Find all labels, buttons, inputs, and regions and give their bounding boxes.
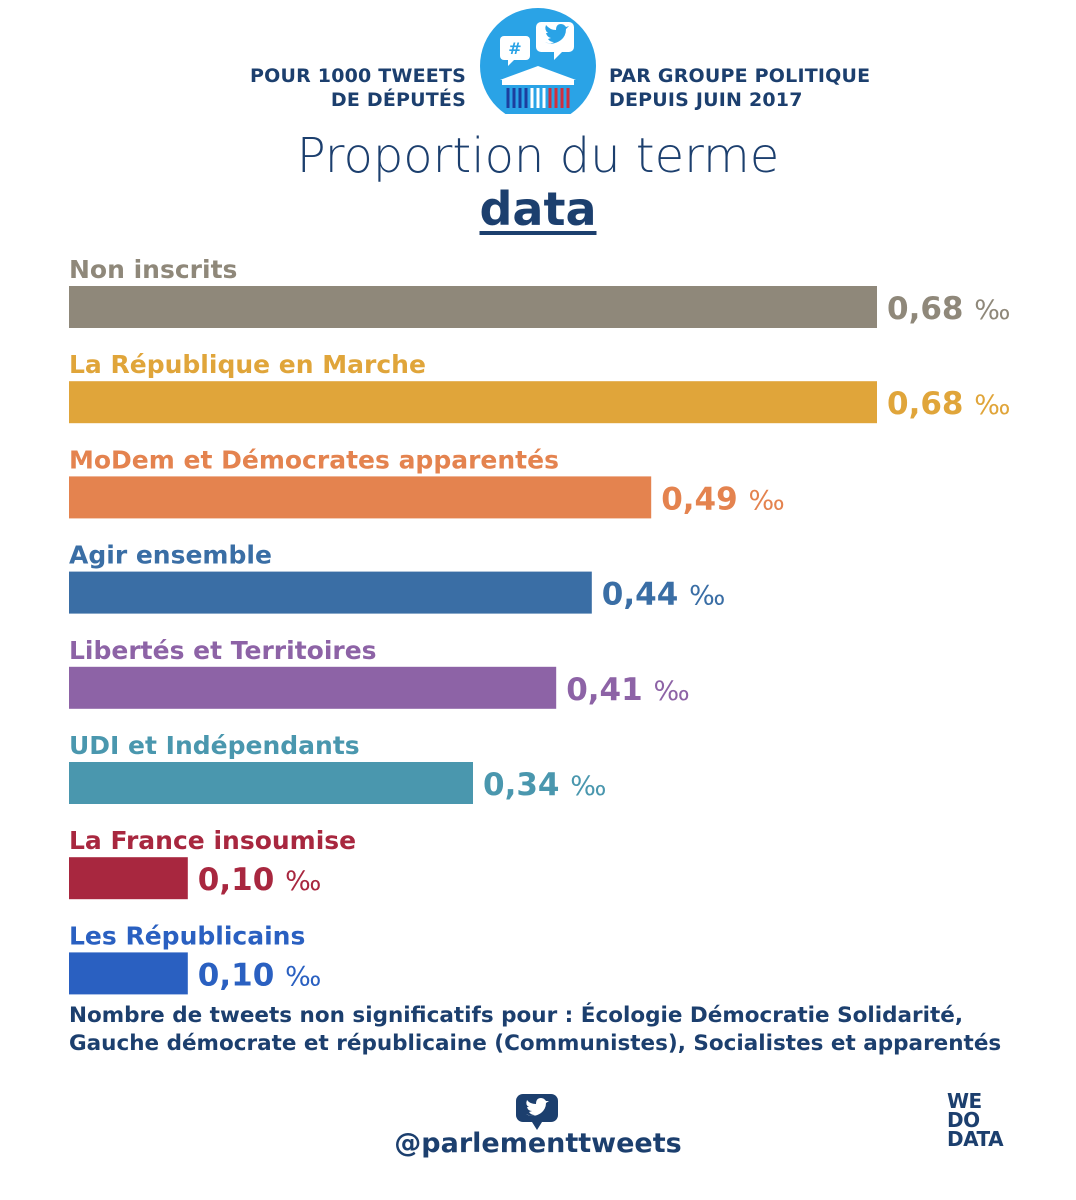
value-label: 0,41 ‰	[566, 672, 690, 708]
brand-line3: DATA	[947, 1127, 1004, 1151]
category-label: Agir ensemble	[69, 541, 272, 570]
chart-title: Proportion du terme	[296, 128, 780, 184]
bar	[69, 952, 188, 995]
svg-text:#: #	[508, 39, 521, 58]
category-label: Les Républicains	[69, 921, 305, 950]
chart-subtitle-text: data	[479, 182, 597, 236]
category-label: Libertés et Territoires	[69, 636, 377, 665]
header-right-line2: DEPUIS JUIN 2017	[609, 89, 803, 111]
bar	[69, 381, 877, 424]
footnote-line2: Gauche démocrate et républicaine (Commun…	[69, 1031, 1002, 1056]
value-label: 0,68 ‰	[887, 291, 1011, 327]
category-label: La France insoumise	[69, 826, 356, 855]
footnote: Nombre de tweets non significatifs pour …	[69, 1002, 1001, 1058]
bar	[69, 666, 557, 709]
category-label: MoDem et Démocrates apparentés	[69, 445, 559, 474]
value-label: 0,49 ‰	[661, 481, 785, 517]
bar	[69, 571, 592, 614]
hashtag-bubble-icon: #	[500, 36, 530, 66]
brand-line2: DO	[947, 1108, 980, 1132]
assembly-building-icon	[500, 66, 576, 108]
value-label: 0,34 ‰	[483, 767, 607, 803]
header-right: PAR GROUPE POLITIQUE DEPUIS JUIN 2017	[609, 64, 870, 112]
value-label: 0,10 ‰	[198, 862, 322, 898]
header-right-line1: PAR GROUPE POLITIQUE	[609, 65, 871, 87]
bar	[69, 857, 188, 900]
twitter-bubble-icon	[516, 1094, 558, 1130]
header-left: POUR 1000 TWEETS DE DÉPUTÉS	[250, 64, 466, 112]
bar-chart: Non inscrits 0,68 ‰ La République en March…	[69, 255, 1011, 995]
category-label: Non inscrits	[69, 255, 237, 284]
brand-line1: WE	[947, 1089, 982, 1113]
footnote-line1: Nombre de tweets non significatifs pour …	[69, 1003, 963, 1028]
bar	[69, 286, 877, 328]
header-left-line1: POUR 1000 TWEETS	[250, 65, 466, 87]
value-label: 0,68 ‰	[887, 386, 1011, 422]
twitter-handle[interactable]: @parlementtweets	[394, 1128, 682, 1159]
bar	[69, 762, 473, 804]
bar	[69, 476, 652, 519]
wedodata-logo: WE DO DATA	[947, 1089, 1027, 1151]
value-label: 0,10 ‰	[198, 957, 322, 993]
assembly-logo-icon: #	[480, 8, 596, 114]
twitter-bird-icon	[536, 22, 574, 60]
chart-subtitle: data	[0, 182, 1076, 236]
header-left-line2: DE DÉPUTÉS	[330, 89, 466, 111]
value-label: 0,44 ‰	[602, 577, 726, 613]
category-label: UDI et Indépendants	[69, 731, 360, 760]
category-label: La République en Marche	[69, 350, 426, 379]
